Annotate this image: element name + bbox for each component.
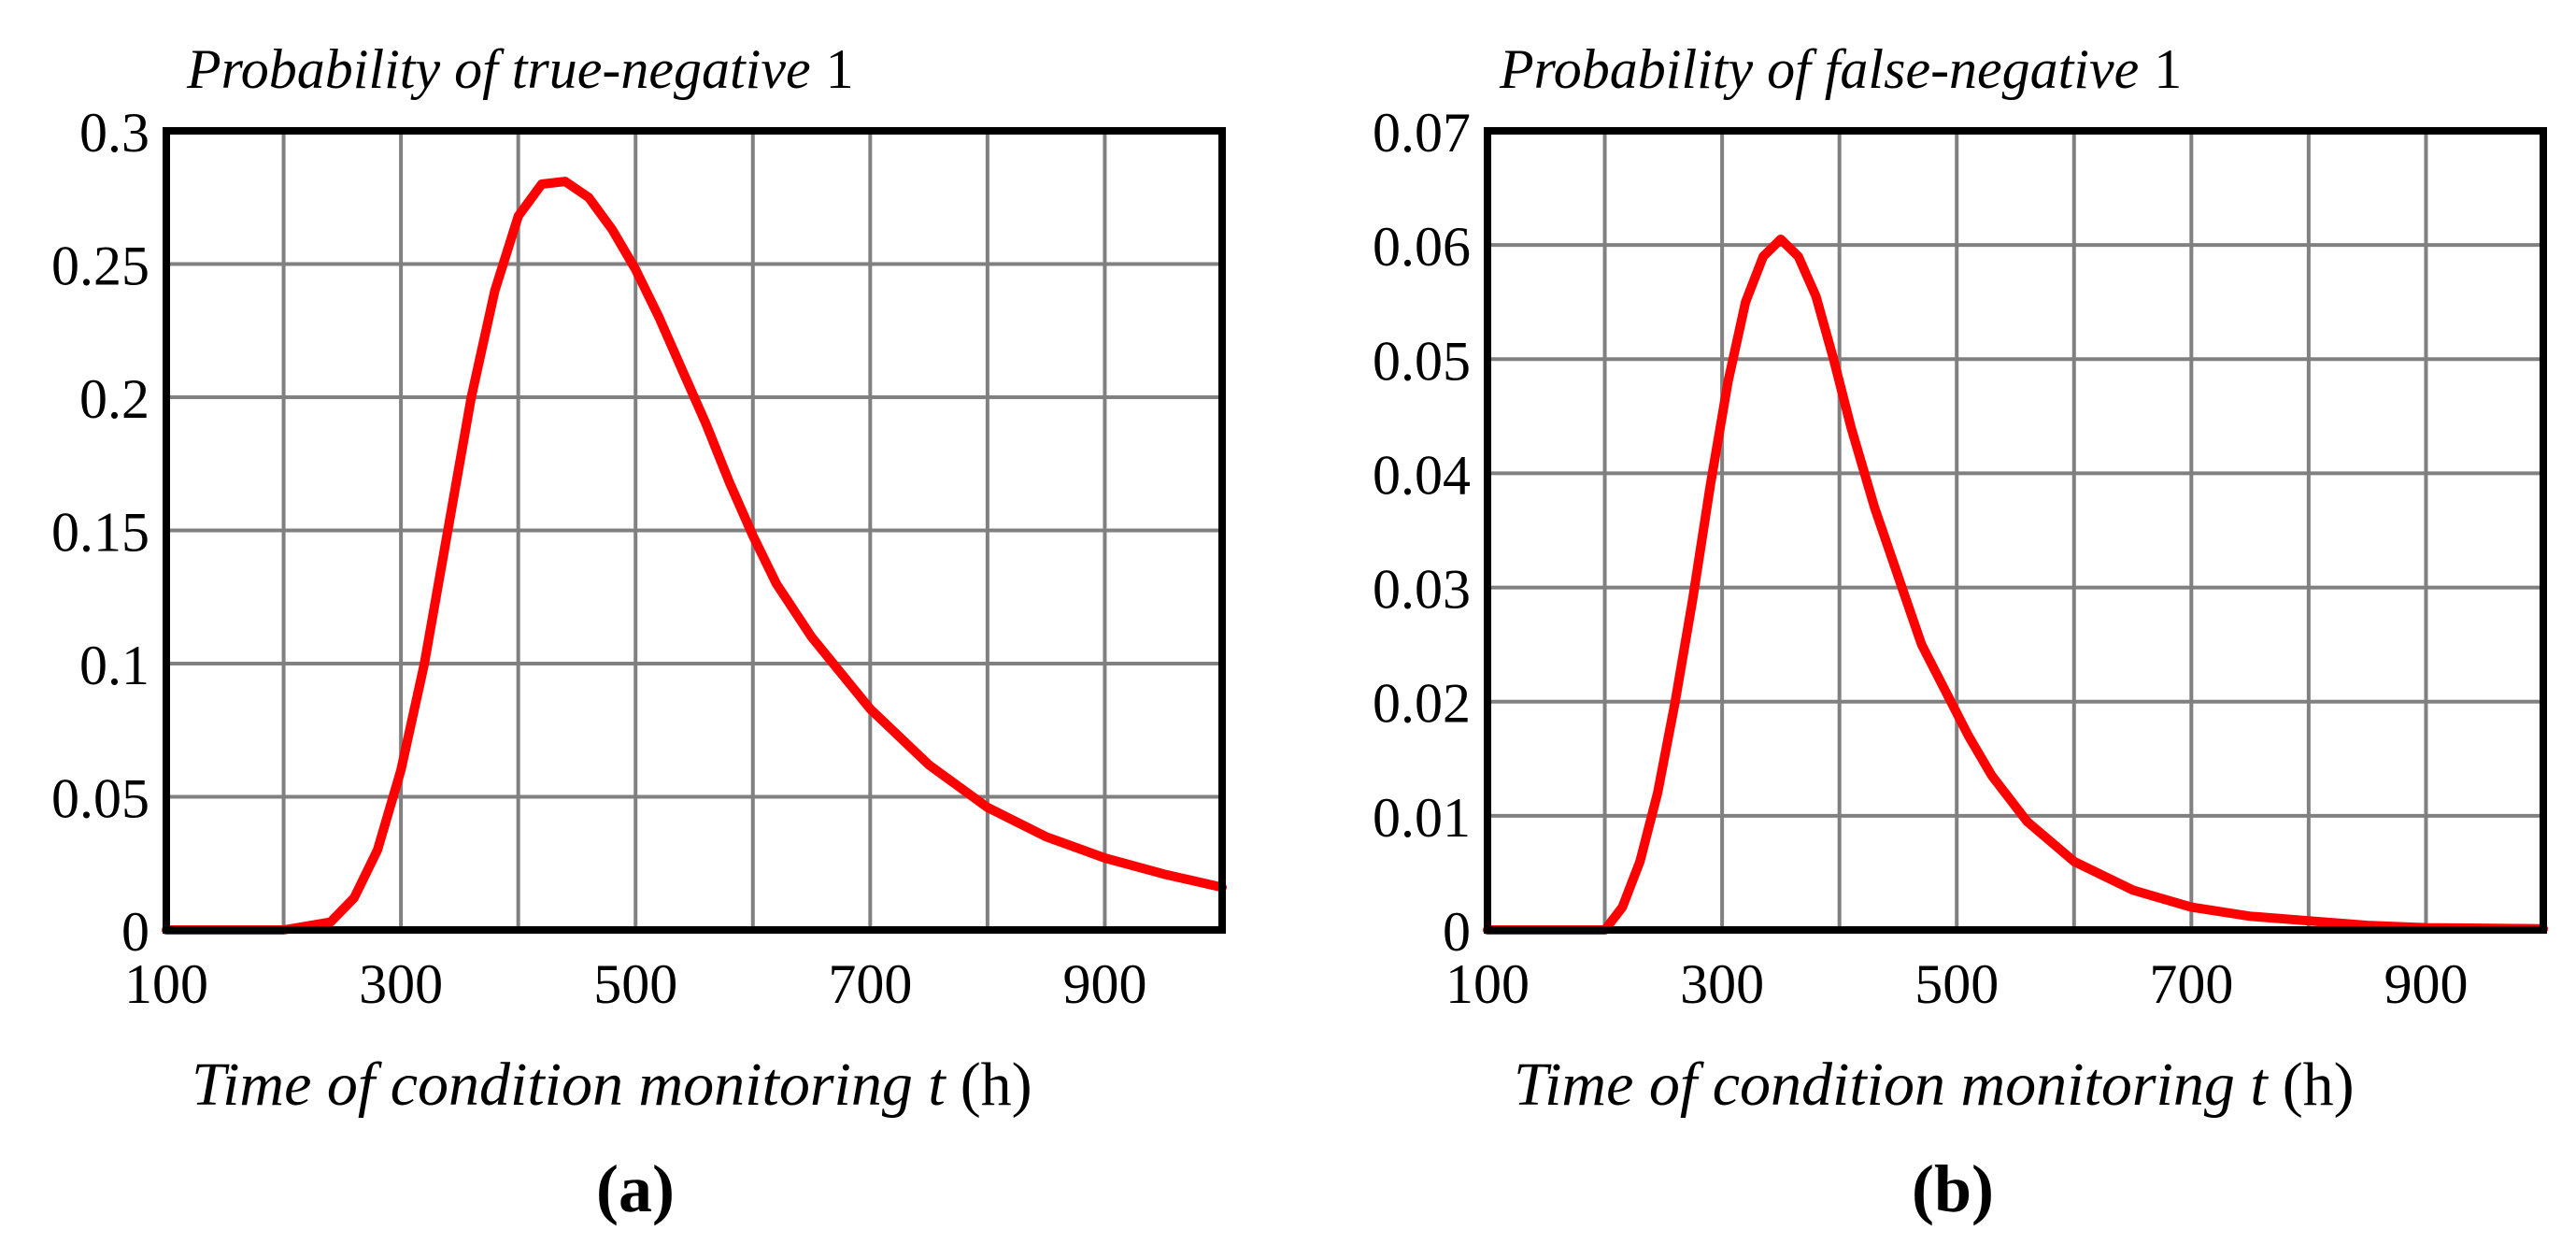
panel-b-x-title: Time of condition monitoring t (h) (1514, 1051, 2355, 1119)
panel-a-y-tick-label: 0.2 (79, 368, 149, 430)
panel-b-false-negative: Probability of false-negative 1 0 0.01 0.02… (1373, 38, 2548, 1226)
panel-a-x-tick-label: 100 (124, 953, 208, 1015)
panel-b-y-tick-label: 0.06 (1373, 216, 1471, 278)
panel-a-series (162, 177, 1227, 935)
panel-a-y-tick-label: 0.3 (79, 102, 149, 164)
panel-a-x-tick-label: 900 (1062, 953, 1146, 1015)
panel-a-x-title: Time of condition monitoring t (h) (192, 1051, 1032, 1119)
panel-b-y-tick-label: 0.01 (1373, 787, 1471, 849)
panel-a-y-tick-label: 0.25 (51, 236, 149, 297)
panel-b-plot-frame (1484, 127, 2547, 934)
panel-b-y-tick-label: 0.03 (1373, 559, 1471, 621)
panel-b-series (1483, 235, 2548, 935)
panel-b-y-tick-label: 0.04 (1373, 444, 1471, 506)
panel-b-x-tick-label: 100 (1445, 953, 1530, 1015)
panel-a-y-title: Probability of true-negative 1 (186, 38, 854, 100)
panel-a-y-tick-label: 0.05 (51, 768, 149, 830)
panel-a-x-tick-label: 500 (593, 953, 677, 1015)
panel-b-y-title: Probability of false-negative 1 (1499, 38, 2182, 100)
panel-b-x-tick-label: 700 (2149, 953, 2233, 1015)
panel-a-y-tick-label: 0.15 (51, 502, 149, 564)
panel-a-label: (a) (596, 1151, 675, 1226)
panel-b-y-tick-label: 0.07 (1373, 102, 1471, 164)
panel-b-y-tick-label: 0 (1443, 901, 1471, 963)
panel-a-x-tick-label: 700 (828, 953, 912, 1015)
panel-b-x-tick-labels: 100 300 500 700 900 (1445, 953, 2468, 1015)
panel-b-x-tick-label: 900 (2384, 953, 2468, 1015)
panel-b-x-tick-label: 300 (1680, 953, 1764, 1015)
panel-a-plot-frame (163, 127, 1226, 934)
panel-b-y-tick-labels: 0 0.01 0.02 0.03 0.04 0.05 0.06 0.07 (1373, 102, 1471, 963)
panel-a-y-tick-label: 0.1 (79, 635, 149, 696)
panel-b-series-line (1483, 235, 2548, 935)
panel-a-grid (164, 129, 1224, 932)
panel-a-series-line (162, 177, 1227, 935)
panel-a-y-tick-labels: 0 0.05 0.1 0.15 0.2 0.25 0.3 (51, 102, 149, 963)
panel-a-true-negative: Probability of true-negative 1 0 0.05 0.1 0.… (51, 38, 1227, 1226)
panel-b-label: (b) (1912, 1151, 1994, 1226)
panel-b-x-tick-label: 500 (1914, 953, 1999, 1015)
panel-a-y-tick-label: 0 (121, 901, 149, 963)
panel-b-y-tick-label: 0.05 (1373, 330, 1471, 392)
panel-a-x-tick-label: 300 (359, 953, 443, 1015)
panel-a-x-tick-labels: 100 300 500 700 900 (124, 953, 1146, 1015)
panel-b-y-tick-label: 0.02 (1373, 673, 1471, 735)
